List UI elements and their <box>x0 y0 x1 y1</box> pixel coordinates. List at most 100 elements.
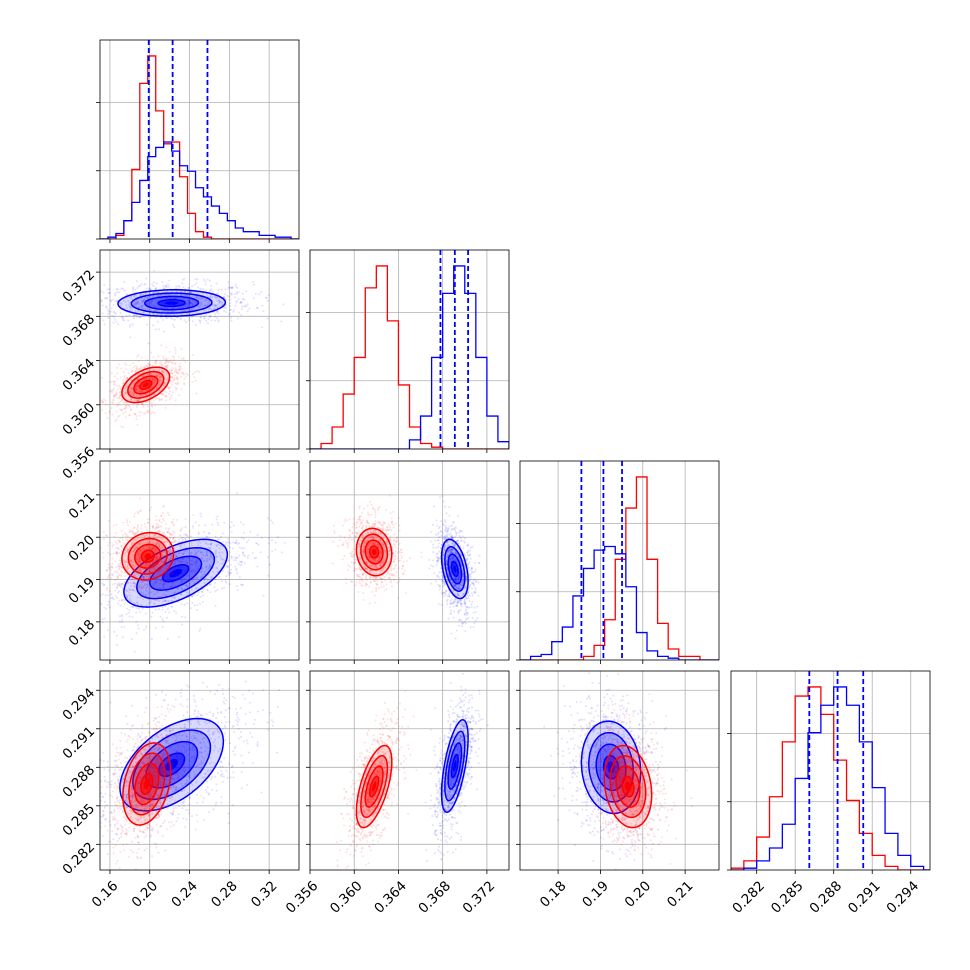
scatter-point-blue <box>189 302 192 305</box>
scatter-point-red <box>143 548 146 551</box>
contour-blue <box>157 299 186 308</box>
scatter-point-blue <box>220 558 223 561</box>
scatter-point-red <box>183 533 186 536</box>
scatter-point-blue <box>451 601 454 604</box>
scatter-point-blue <box>446 550 449 553</box>
scatter-point-red <box>132 550 135 553</box>
scatter-point-blue <box>160 547 163 550</box>
scatter-point-red <box>184 360 187 363</box>
scatter-point-red <box>339 539 342 542</box>
scatter-point-blue <box>145 287 148 290</box>
scatter-point-red <box>169 360 172 363</box>
scatter-point-blue <box>458 570 461 573</box>
scatter-point-blue <box>129 306 132 309</box>
scatter-point-blue <box>165 297 168 300</box>
scatter-point-red <box>116 403 119 406</box>
scatter-point-blue <box>208 295 211 298</box>
scatter-point-blue <box>77 302 79 304</box>
scatter-point-red <box>160 560 163 563</box>
scatter-point-blue <box>136 301 139 304</box>
scatter-point-blue <box>436 561 439 564</box>
scatter-point-blue <box>453 545 456 548</box>
scatter-point-blue <box>457 579 460 582</box>
scatter-point-red <box>358 551 361 554</box>
scatter-point-red <box>154 551 157 554</box>
scatter-point-blue <box>449 549 452 552</box>
scatter-point-blue <box>211 556 214 559</box>
density-peak-red <box>144 553 151 560</box>
scatter-point-red <box>374 529 377 532</box>
scatter-point-blue <box>142 304 145 307</box>
scatter-point-red <box>138 542 141 545</box>
scatter-point-red <box>134 412 137 415</box>
scatter-point-blue <box>443 549 446 552</box>
scatter-point-red <box>180 357 183 360</box>
scatter-point-blue <box>149 300 152 303</box>
scatter-point-blue <box>187 286 190 289</box>
scatter-point-blue <box>472 611 475 614</box>
scatter-point-blue <box>193 283 196 286</box>
scatter-point-blue <box>442 548 445 551</box>
scatter-point-blue <box>232 524 235 527</box>
scatter-point-blue <box>112 321 115 324</box>
scatter-point-blue <box>116 584 119 587</box>
scatter-point-blue <box>183 304 186 307</box>
scatter-point-red <box>173 524 176 527</box>
scatter-point-blue <box>101 621 104 624</box>
scatter-point-blue <box>118 291 121 294</box>
scatter-point-blue <box>192 307 195 310</box>
scatter-point-blue <box>185 294 188 297</box>
scatter-point-red <box>137 383 140 386</box>
scatter-point-blue <box>232 310 235 313</box>
scatter-point-blue <box>175 580 178 583</box>
scatter-point-blue <box>459 573 462 576</box>
scatter-point-red <box>125 368 128 371</box>
scatter-point-blue <box>56 293 58 295</box>
scatter-point-red <box>155 372 158 375</box>
scatter-point-red <box>186 561 189 564</box>
scatter-point-blue <box>199 512 202 515</box>
scatter-point-blue <box>442 553 445 556</box>
scatter-point-red <box>112 543 115 546</box>
scatter-point-blue <box>171 310 174 313</box>
scatter-point-red <box>141 587 144 590</box>
scatter-point-blue <box>276 536 279 539</box>
scatter-point-blue <box>196 594 199 597</box>
scatter-point-red <box>130 551 133 554</box>
scatter-point-blue <box>212 290 215 293</box>
scatter-point-blue <box>155 590 158 593</box>
scatter-point-red <box>131 394 134 397</box>
scatter-point-blue <box>243 555 246 558</box>
scatter-point-red <box>166 511 169 514</box>
scatter-point-blue <box>185 302 188 305</box>
scatter-point-blue <box>446 569 449 572</box>
scatter-point-blue <box>443 538 446 541</box>
scatter-point-red <box>118 565 121 568</box>
scatter-point-red <box>343 554 346 557</box>
scatter-point-blue <box>458 587 461 590</box>
scatter-point-blue <box>434 533 437 536</box>
scatter-point-red <box>131 570 134 573</box>
histogram-red <box>520 476 719 660</box>
scatter-point-blue <box>444 521 447 524</box>
scatter-point-red <box>160 398 163 401</box>
scatter-point-blue <box>236 287 239 290</box>
scatter-point-red <box>156 385 159 388</box>
scatter-point-blue <box>215 555 218 558</box>
scatter-point-red <box>158 542 161 545</box>
scatter-point-red <box>130 398 133 401</box>
scatter-point-red <box>364 567 367 570</box>
scatter-point-red <box>102 557 105 560</box>
scatter-point-red <box>145 365 148 368</box>
scatter-point-red <box>163 384 166 387</box>
scatter-point-red <box>115 576 118 579</box>
scatter-point-blue <box>268 563 271 566</box>
scatter-point-blue <box>214 315 217 318</box>
scatter-point-red <box>139 390 142 393</box>
scatter-point-blue <box>161 608 164 611</box>
scatter-point-red <box>120 544 123 547</box>
scatter-point-red <box>173 358 176 361</box>
scatter-point-red <box>115 394 118 397</box>
scatter-point-blue <box>184 290 187 293</box>
scatter-point-blue <box>162 586 165 589</box>
